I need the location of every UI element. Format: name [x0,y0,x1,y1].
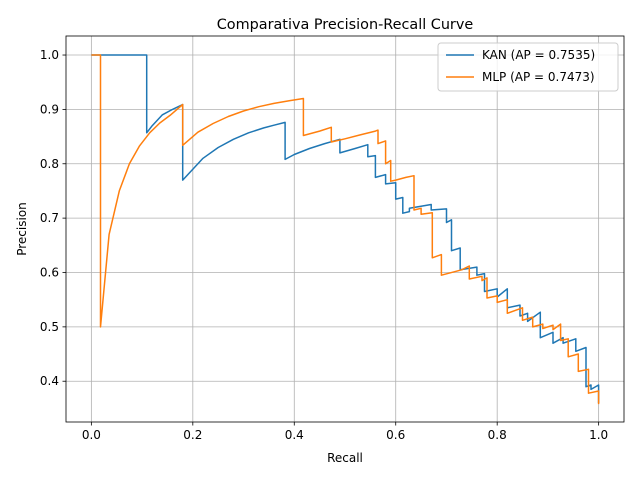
x-tick-label: 0.4 [285,428,304,442]
x-tick-label: 0.0 [82,428,101,442]
y-tick-label: 0.4 [40,374,59,388]
legend-box [437,42,619,92]
legend: KAN (AP = 0.7535) MLP (AP = 0.7473) [437,42,619,92]
y-tick-label: 0.7 [40,211,59,225]
axis-ticks: 0.0 0.2 0.4 0.6 0.8 1.0 0.4 0.5 0.6 0.7 0.8 0.9 1.0 [40,48,608,442]
x-tick-label: 0.6 [386,428,405,442]
plot-frame [65,35,625,423]
chart-title: Comparativa Precision-Recall Curve [217,17,474,33]
legend-label-kan: KAN (AP = 0.7535) [482,48,595,62]
y-tick-label: 0.6 [40,265,59,279]
series-line-kan [91,54,600,403]
y-tick-label: 0.8 [40,157,59,171]
x-tick-label: 0.8 [488,428,507,442]
x-axis-label: Recall [327,451,363,465]
x-tick-label: 1.0 [589,428,608,442]
y-tick-label: 1.0 [40,48,59,62]
legend-label-mlp: MLP (AP = 0.7473) [482,70,595,84]
series-lines [91,54,600,405]
y-tick-label: 0.9 [40,102,59,116]
y-axis-label: Precision [15,202,29,256]
y-tick-label: 0.5 [40,320,59,334]
series-line-mlp [91,54,600,405]
x-tick-label: 0.2 [183,428,202,442]
